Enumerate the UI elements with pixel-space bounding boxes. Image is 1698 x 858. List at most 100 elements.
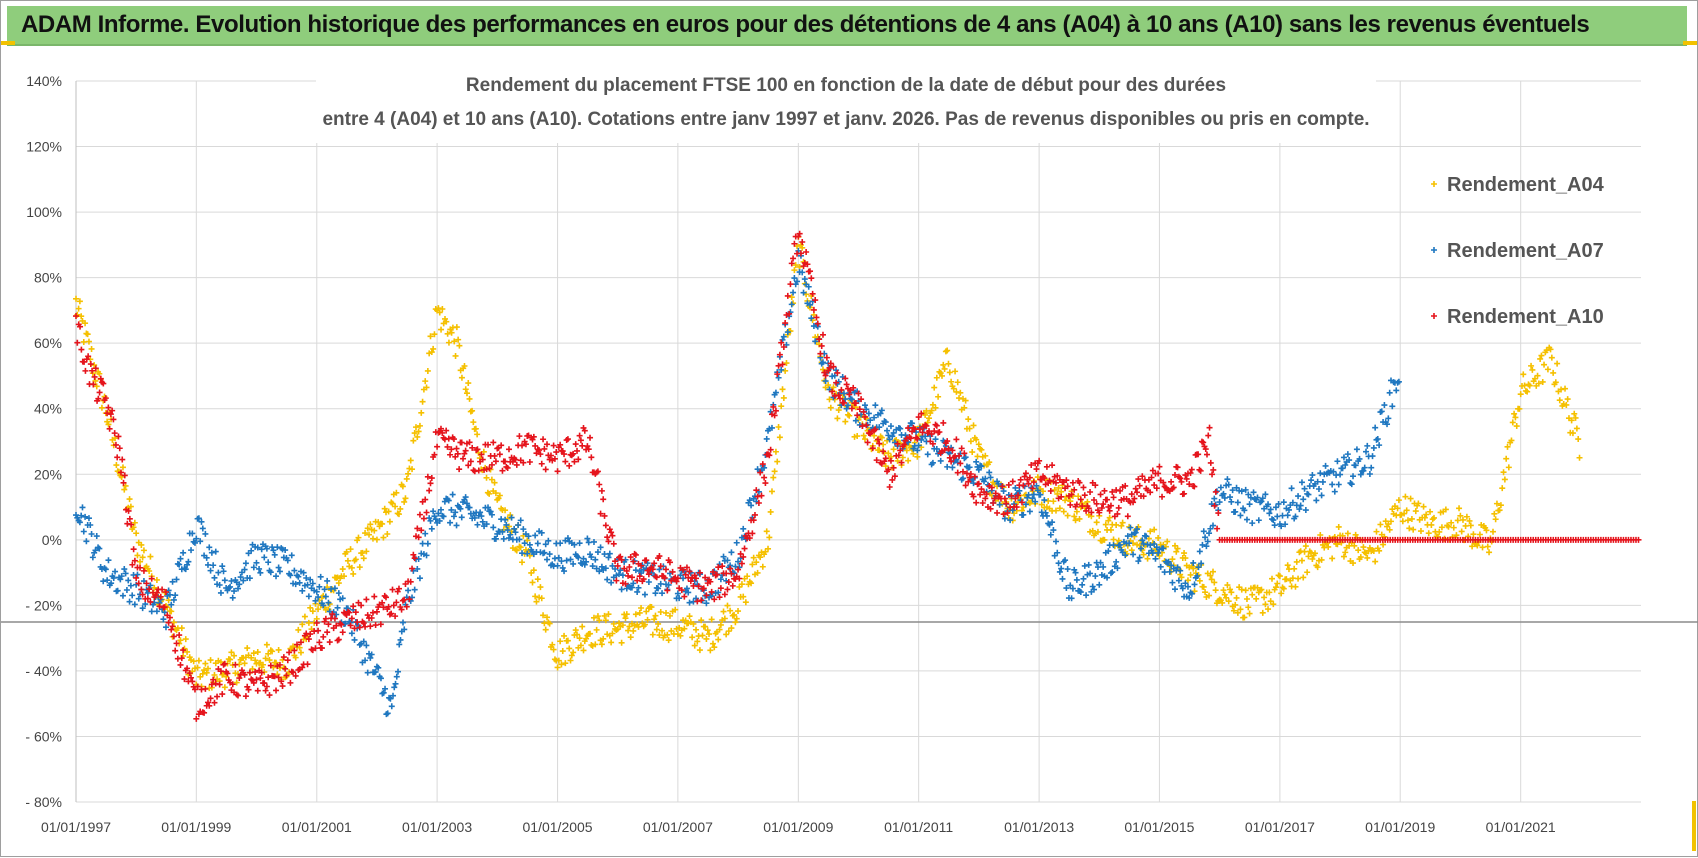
data-point [812, 338, 819, 345]
data-point [193, 715, 200, 722]
data-point [967, 470, 974, 477]
data-point [723, 631, 730, 638]
data-point [492, 490, 499, 497]
data-point [305, 593, 312, 600]
data-point [986, 469, 993, 476]
data-point [587, 630, 594, 637]
data-point [449, 491, 456, 498]
data-point [871, 414, 878, 421]
data-point [1486, 549, 1493, 556]
data-point [266, 692, 273, 699]
data-point [115, 433, 122, 440]
data-point [622, 615, 629, 622]
data-point [450, 436, 457, 443]
data-point [685, 589, 692, 596]
data-point [628, 574, 635, 581]
data-point [191, 539, 198, 546]
data-point [1450, 524, 1457, 531]
data-point [507, 531, 514, 538]
data-point [1187, 571, 1194, 578]
data-point [1242, 486, 1249, 493]
chart-title-line2: entre 4 (A04) et 10 ans (A10). Cotations… [322, 109, 1369, 130]
data-point [1177, 475, 1184, 482]
data-point [567, 657, 574, 664]
data-point [910, 450, 917, 457]
data-point [453, 445, 460, 452]
data-point [1134, 526, 1141, 533]
data-point [541, 620, 548, 627]
data-point [287, 572, 294, 579]
data-point [1106, 514, 1113, 521]
data-point [1124, 513, 1131, 520]
data-point [286, 649, 293, 656]
data-point [1224, 582, 1231, 589]
data-point [119, 456, 126, 463]
data-point [655, 585, 662, 592]
data-point [1259, 495, 1266, 502]
data-point [1275, 500, 1282, 507]
data-point [1374, 435, 1381, 442]
data-point [1340, 454, 1347, 461]
data-point [748, 580, 755, 587]
data-point [339, 566, 346, 573]
data-point [147, 598, 154, 605]
data-point [109, 407, 116, 414]
data-point [436, 309, 443, 316]
data-point [606, 550, 613, 557]
data-point [1334, 458, 1341, 465]
data-point [139, 605, 146, 612]
data-point [738, 560, 745, 567]
data-point [1009, 507, 1016, 514]
data-point [1389, 506, 1396, 513]
data-point [1153, 485, 1160, 492]
data-point [1289, 575, 1296, 582]
data-point [1295, 493, 1302, 500]
data-point [1410, 526, 1417, 533]
data-point [909, 420, 916, 427]
data-point [1457, 512, 1464, 519]
data-point [463, 500, 470, 507]
data-point [818, 342, 825, 349]
data-point [915, 414, 922, 421]
data-point [720, 608, 727, 615]
data-point [534, 576, 541, 583]
data-point [241, 660, 248, 667]
data-point [1266, 589, 1273, 596]
data-point [1183, 475, 1190, 482]
data-point [602, 522, 609, 529]
data-point [393, 673, 400, 680]
data-point [821, 369, 828, 376]
data-point [942, 348, 949, 355]
data-point [503, 521, 510, 528]
data-point [822, 372, 829, 379]
data-point [1271, 522, 1278, 529]
data-point [563, 557, 570, 564]
series-Rendement_A10 [73, 230, 1642, 722]
data-point [88, 345, 95, 352]
data-point [377, 675, 384, 682]
data-point [676, 595, 683, 602]
data-point [858, 396, 865, 403]
data-point [93, 383, 100, 390]
data-point [1534, 372, 1541, 379]
data-point [241, 671, 248, 678]
data-point [470, 419, 477, 426]
data-point [1216, 499, 1223, 506]
data-point [241, 566, 248, 573]
data-point [1132, 485, 1139, 492]
data-point [1049, 519, 1056, 526]
data-point [397, 505, 404, 512]
data-point [1298, 479, 1305, 486]
data-point [608, 639, 615, 646]
data-point [93, 533, 100, 540]
data-point [754, 569, 761, 576]
data-point [982, 452, 989, 459]
data-point [228, 649, 235, 656]
x-tick-label: 01/01/2017 [1245, 819, 1315, 835]
data-point [877, 410, 884, 417]
data-point [885, 432, 892, 439]
data-point [253, 676, 260, 683]
data-point [1109, 569, 1116, 576]
data-point [492, 535, 499, 542]
data-point [1575, 436, 1582, 443]
